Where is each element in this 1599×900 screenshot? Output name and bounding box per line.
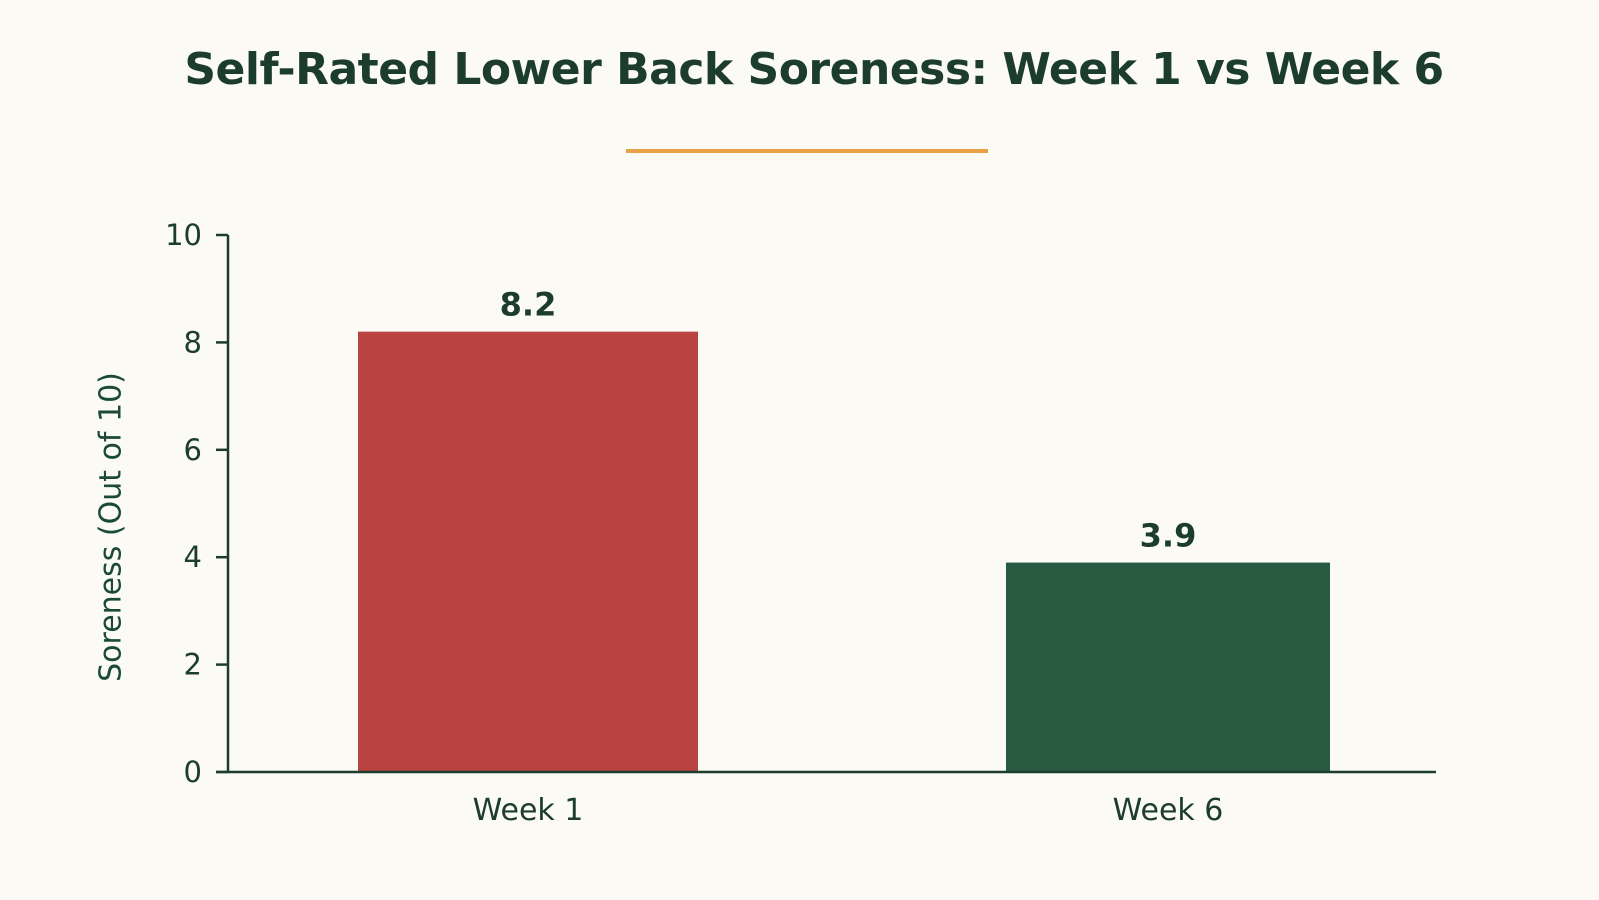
- x-category-label: Week 1: [473, 793, 584, 828]
- bar-week-6: [1006, 562, 1330, 772]
- y-tick-label: 4: [184, 540, 202, 574]
- title-underline: [626, 149, 988, 153]
- y-tick-label: 0: [184, 755, 202, 789]
- bars-layer: [358, 331, 1330, 772]
- chart-title: Self-Rated Lower Back Soreness: Week 1 v…: [184, 44, 1444, 95]
- x-category-label: Week 6: [1113, 793, 1224, 828]
- y-tick-label: 2: [184, 648, 202, 682]
- bar-week-1: [358, 331, 698, 772]
- y-tick-label: 8: [184, 325, 202, 359]
- bar-data-label: 8.2: [500, 286, 557, 324]
- bar-data-label: 3.9: [1140, 517, 1197, 555]
- axes-layer: [216, 233, 1436, 774]
- y-tick-label: 10: [165, 218, 202, 252]
- labels-layer: 0 2 4 6 8 10 Week 1 Week 6 8.2 3.9: [165, 218, 1223, 828]
- y-tick-label: 6: [184, 433, 202, 467]
